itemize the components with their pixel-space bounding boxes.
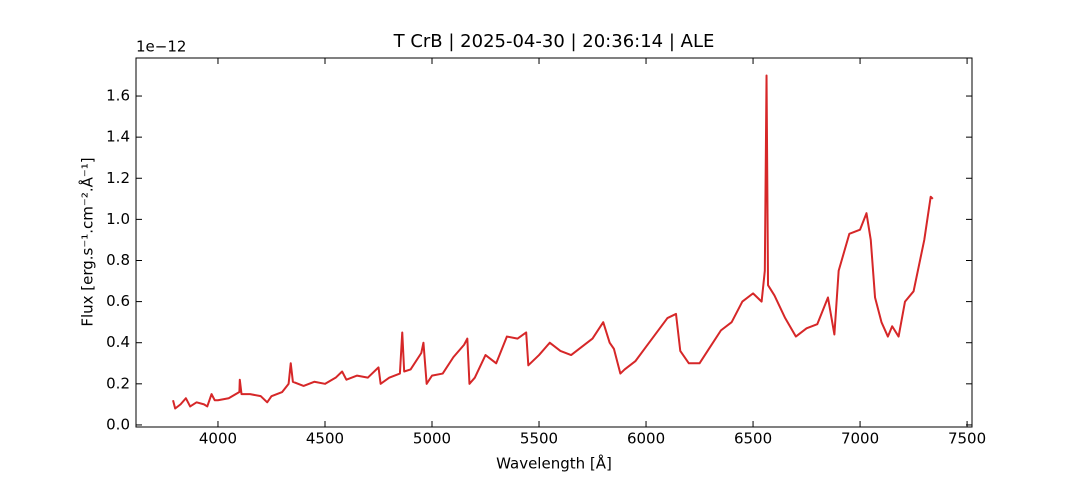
x-tick-label: 6500 — [734, 430, 772, 448]
y-tick-label: 1.6 — [106, 87, 130, 105]
y-offset-label: 1e−12 — [136, 38, 186, 56]
y-tick-label: 1.4 — [106, 128, 130, 146]
y-tick-label: 1.0 — [106, 210, 130, 228]
y-tick-label: 1.2 — [106, 169, 130, 187]
x-tick-label: 7500 — [948, 430, 986, 448]
chart-title: T CrB | 2025-04-30 | 20:36:14 | ALE — [393, 31, 715, 52]
y-tick-label: 0.4 — [106, 333, 130, 351]
x-tick-label: 5000 — [413, 430, 451, 448]
x-tick-label: 6000 — [627, 430, 665, 448]
y-tick-label: 0.8 — [106, 251, 130, 269]
x-tick-label: 4000 — [199, 430, 237, 448]
x-tick-label: 7000 — [841, 430, 879, 448]
y-axis-label: Flux [erg.s⁻¹.cm⁻².Å⁻¹] — [78, 157, 97, 326]
spectrum-line — [172, 74, 934, 410]
x-tick-label: 4500 — [306, 430, 344, 448]
y-tick-label: 0.6 — [106, 292, 130, 310]
x-axis-label: Wavelength [Å] — [496, 454, 612, 473]
y-tick-label: 0.0 — [106, 415, 130, 433]
plot-frame — [135, 57, 973, 428]
x-tick-label: 5500 — [520, 430, 558, 448]
y-tick-label: 0.2 — [106, 374, 130, 392]
